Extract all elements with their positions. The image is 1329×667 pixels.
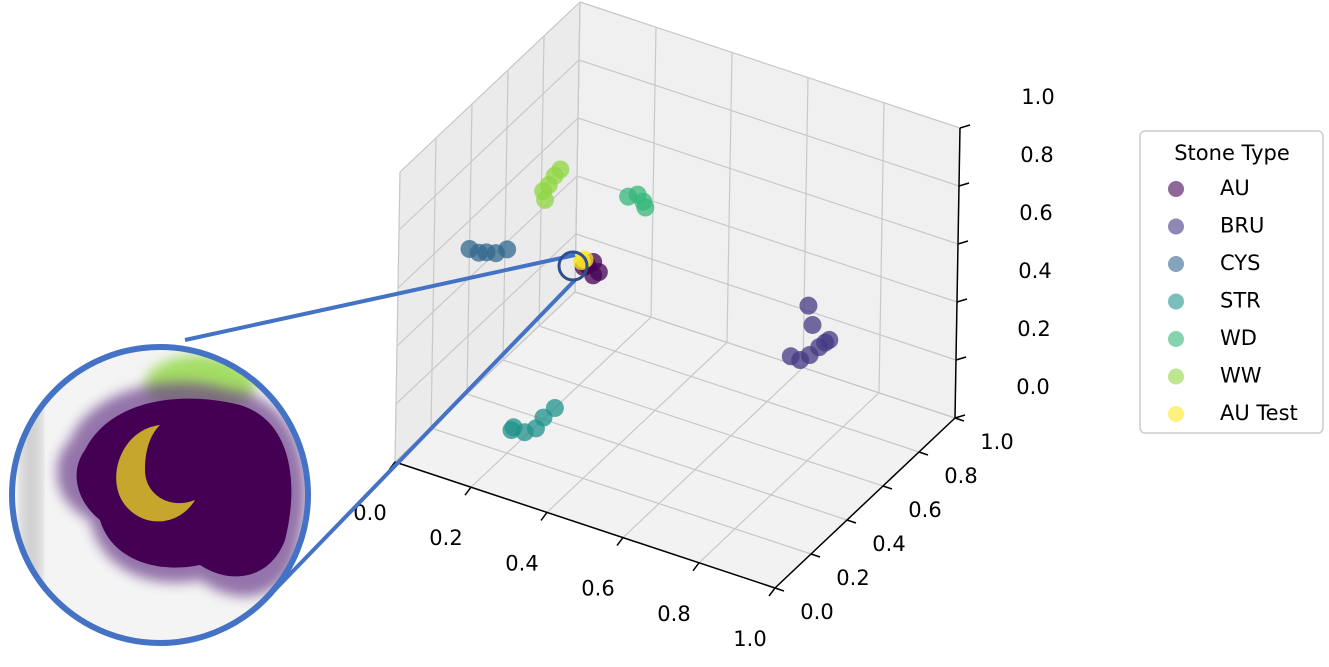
legend-box	[1139, 130, 1324, 434]
z-tick-label: 0.2	[1017, 317, 1050, 341]
points	[460, 160, 839, 442]
grid-line	[574, 291, 956, 419]
grid-line	[394, 171, 401, 463]
point	[799, 296, 818, 315]
x-tick-label: 0.6	[581, 577, 614, 601]
grid-line	[726, 52, 733, 343]
y-tick	[846, 519, 857, 524]
legend-label: BRU	[1220, 214, 1264, 238]
y-tick	[774, 587, 785, 592]
z-tick	[959, 124, 971, 129]
inset-border	[9, 344, 311, 646]
x-tick-label: 0.8	[657, 602, 690, 626]
grid-line	[878, 102, 885, 393]
grid-line	[397, 117, 579, 289]
inset-view	[12, 347, 308, 643]
zoom-marker	[557, 250, 589, 282]
grid-line	[802, 77, 809, 368]
z-tick-label: 0.6	[1019, 201, 1052, 225]
z-tick-label: 0.0	[1016, 375, 1049, 399]
x-tick-label: 0.2	[429, 526, 462, 550]
grid-line	[430, 427, 812, 555]
x-tick	[616, 537, 624, 547]
point	[551, 160, 570, 179]
point	[803, 315, 822, 334]
y-tick-label: 0.0	[800, 600, 833, 624]
x-tick	[540, 511, 548, 521]
callout-line	[184, 253, 576, 342]
grid-line	[577, 117, 959, 245]
y-tick	[918, 451, 929, 456]
point	[536, 190, 555, 209]
grid-line	[398, 59, 580, 231]
z-tick	[955, 356, 967, 361]
legend-marker	[1168, 331, 1184, 347]
y-tick	[954, 417, 965, 422]
legend-marker	[1168, 406, 1184, 422]
grid-line	[399, 1, 581, 173]
legend-marker	[1168, 293, 1184, 310]
zoom-callout	[9, 250, 589, 646]
x-tick	[464, 486, 472, 496]
y-tick-label: 1.0	[980, 430, 1013, 454]
y-tick	[882, 485, 893, 490]
axes-panes	[394, 0, 961, 589]
grid	[394, 1, 961, 589]
grid-line	[466, 393, 848, 521]
legend-items: AU BRU CYS STR WD WW AU Test	[1168, 176, 1298, 425]
y-tick-label: 0.2	[836, 566, 869, 590]
legend-label: STR	[1220, 289, 1261, 313]
grid-line	[502, 69, 509, 361]
legend: Stone Type AU BRU CYS STR WD WW AU Test	[1139, 130, 1324, 434]
axes: 0.00.20.40.60.81.00.00.20.40.60.81.00.00…	[353, 85, 1054, 651]
z-tick-label: 0.4	[1018, 259, 1051, 283]
y-axis-line	[774, 417, 956, 589]
point	[820, 330, 839, 349]
y-tick-label: 0.8	[944, 464, 977, 488]
callout-line	[263, 278, 577, 602]
grid-line	[430, 137, 437, 429]
x-tick-label: 0.4	[505, 551, 538, 575]
y-tick-label: 0.6	[908, 498, 941, 522]
grid-line	[502, 359, 884, 487]
grid-line	[575, 233, 957, 361]
point	[636, 198, 655, 217]
legend-marker	[1168, 256, 1184, 272]
legend-marker	[1168, 218, 1184, 235]
legend-marker	[1168, 368, 1184, 385]
legend-title: Stone Type	[1174, 141, 1290, 165]
point	[498, 240, 517, 259]
legend-label: AU Test	[1220, 401, 1298, 425]
z-tick	[957, 240, 969, 245]
legend-label: WD	[1220, 326, 1257, 350]
z-tick	[954, 414, 966, 419]
legend-label: AU	[1220, 176, 1250, 200]
x-tick	[768, 587, 776, 597]
grid-line	[538, 325, 920, 453]
z-tick	[956, 298, 968, 303]
z-axis-line	[954, 127, 961, 419]
grid-line	[578, 59, 960, 187]
x-tick	[692, 562, 700, 572]
point	[545, 399, 564, 417]
z-tick	[958, 182, 970, 187]
grid-line	[622, 367, 804, 539]
y-tick	[810, 553, 821, 558]
x-axis-line	[394, 461, 776, 589]
grid-line	[579, 1, 961, 129]
y-tick-label: 0.4	[872, 532, 905, 556]
grid-line	[546, 341, 728, 513]
grid-line	[650, 27, 657, 318]
z-tick-label: 0.8	[1020, 143, 1053, 167]
grid-line	[698, 392, 880, 564]
legend-label: WW	[1220, 364, 1262, 388]
legend-marker	[1168, 181, 1184, 197]
z-tick-label: 1.0	[1021, 85, 1054, 109]
legend-label: CYS	[1220, 251, 1260, 275]
x-tick-label: 1.0	[733, 627, 766, 651]
grid-line	[574, 1, 581, 293]
